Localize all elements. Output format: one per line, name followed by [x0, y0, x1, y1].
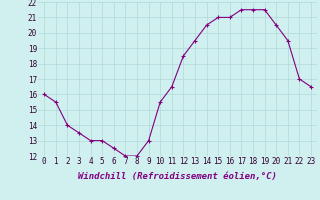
X-axis label: Windchill (Refroidissement éolien,°C): Windchill (Refroidissement éolien,°C): [78, 172, 277, 181]
